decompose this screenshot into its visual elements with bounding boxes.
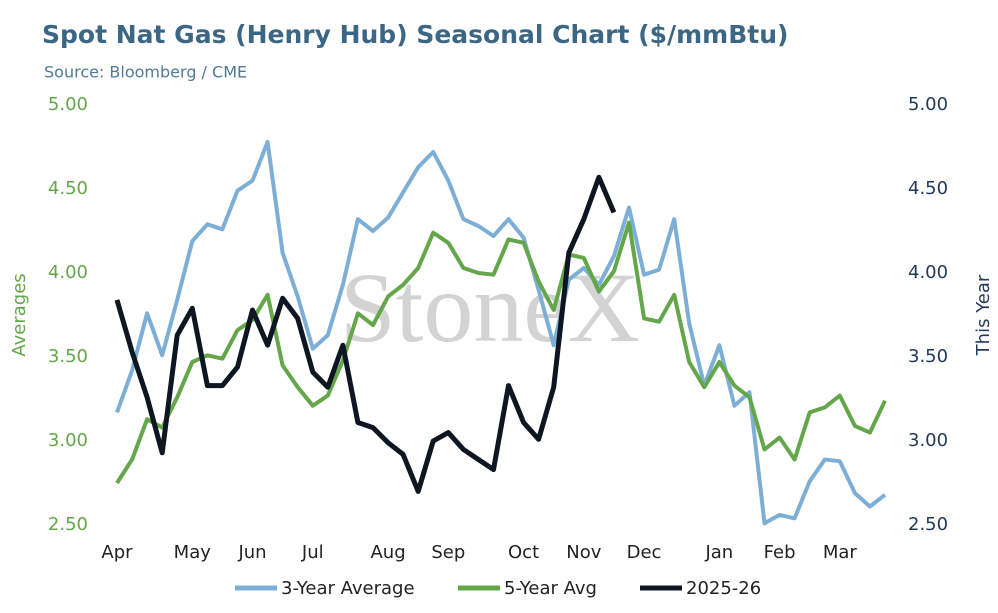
legend-label: 3-Year Average (281, 578, 415, 599)
legend-item: 2025-26 (640, 578, 761, 599)
x-tick-label: May (174, 542, 212, 563)
series-line (115, 140, 887, 526)
y-tick-label: 5.00 (48, 94, 88, 115)
watermark: StoneX (340, 252, 640, 363)
x-tick-label: Feb (764, 542, 796, 563)
legend-item: 3-Year Average (235, 578, 415, 599)
y2-tick-label: 4.50 (908, 178, 948, 199)
y-tick-label: 3.50 (48, 346, 88, 367)
x-tick-label: Sep (431, 542, 465, 563)
legend-label: 5-Year Avg (504, 578, 597, 599)
x-tick-label: Apr (101, 542, 133, 563)
y-tick-label: 2.50 (48, 514, 88, 535)
x-tick-label: Nov (566, 542, 601, 563)
y-axis-label: Averages (9, 273, 30, 356)
y2-tick-label: 4.00 (908, 262, 948, 283)
y2-tick-label: 2.50 (908, 514, 948, 535)
series-line (114, 174, 617, 494)
series-line (115, 220, 887, 485)
legend-item: 5-Year Avg (458, 578, 597, 599)
y2-tick-label: 5.00 (908, 94, 948, 115)
y2-tick-label: 3.00 (908, 430, 948, 451)
x-tick-label: Jan (704, 542, 733, 563)
y-tick-label: 3.00 (48, 430, 88, 451)
x-tick-label: Jun (237, 542, 266, 563)
chart-title: Spot Nat Gas (Henry Hub) Seasonal Chart … (42, 20, 788, 49)
y-tick-label: 4.00 (48, 262, 88, 283)
x-tick-label: Jul (301, 542, 324, 563)
x-tick-label: Aug (370, 542, 405, 563)
legend-label: 2025-26 (686, 578, 761, 599)
y2-tick-label: 3.50 (908, 346, 948, 367)
y-tick-label: 4.50 (48, 178, 88, 199)
x-tick-label: Mar (823, 542, 858, 563)
y2-axis-label: This Year (973, 274, 994, 356)
x-tick-label: Oct (508, 542, 539, 563)
x-tick-label: Dec (627, 542, 662, 563)
chart-subtitle: Source: Bloomberg / CME (44, 63, 247, 82)
